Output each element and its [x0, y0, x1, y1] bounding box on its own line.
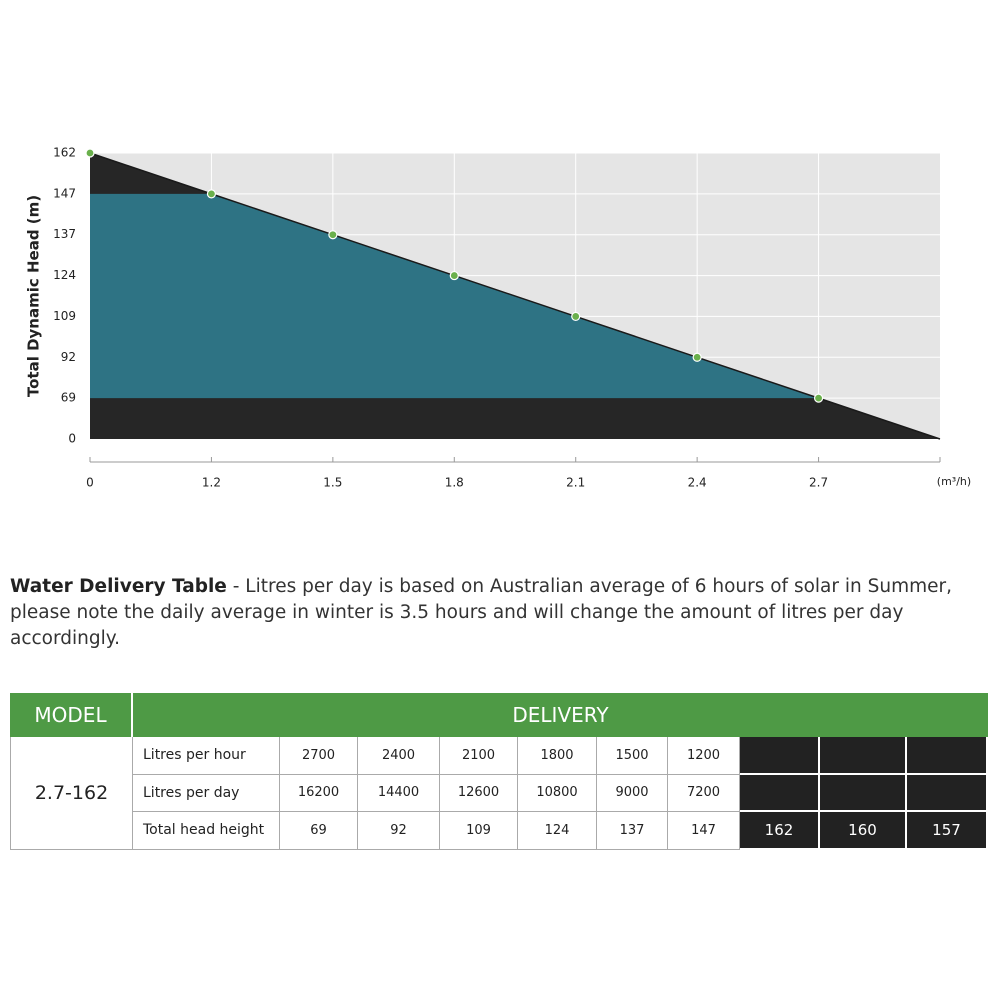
value-cell: 137 [597, 812, 668, 850]
value-cell: 1500 [597, 737, 668, 775]
y-tick-label: 162 [53, 146, 76, 160]
operating-area [90, 193, 819, 399]
value-cell: 1200 [668, 737, 740, 775]
value-cell: 124 [518, 812, 597, 850]
x-tick-label: 2.4 [688, 476, 707, 490]
y-axis-label: Total Dynamic Head (m) [25, 195, 43, 397]
y-tick-label: 109 [53, 309, 76, 323]
extra-height-cell: 160 [820, 812, 907, 850]
point [813, 393, 824, 403]
extra-height-cell: 157 [907, 812, 988, 850]
value-cell: 14400 [358, 774, 440, 812]
x-tick-label: 2.1 [566, 476, 585, 490]
y-tick-label: 137 [53, 227, 76, 241]
value-cell: 109 [440, 812, 518, 850]
x-tick-label: 1.8 [445, 476, 464, 490]
value-cell: 2100 [440, 737, 518, 775]
description-title: Water Delivery Table [10, 576, 227, 597]
y-tick-label: 92 [61, 350, 76, 364]
x-tick-label: 0 [86, 476, 94, 490]
point [328, 230, 338, 240]
x-tick-label: 1.2 [202, 476, 221, 490]
blank-cell [740, 737, 820, 775]
value-cell: 147 [668, 812, 740, 850]
point [85, 148, 95, 158]
description-text: - Litres per day is based on Australian … [10, 576, 952, 649]
line-extension [818, 397, 941, 440]
value-cell: 1800 [518, 737, 597, 775]
value-cell: 16200 [280, 774, 358, 812]
point [206, 189, 217, 199]
y-tick-label: 147 [53, 186, 76, 200]
extra-height-cell: 162 [740, 812, 820, 850]
blank-cell [907, 737, 988, 775]
value-cell: 10800 [518, 774, 597, 812]
description: Water Delivery Table - Litres per day is… [10, 574, 970, 652]
model-cell: 2.7-162 [10, 737, 133, 850]
model-header: MODEL [10, 693, 133, 737]
value-cell: 2400 [358, 737, 440, 775]
blank-cell [740, 774, 820, 812]
value-cell: 2700 [280, 737, 358, 775]
y-tick-label: 69 [61, 391, 76, 405]
value-cell: 9000 [597, 774, 668, 812]
chart: Total Dynamic Head (m) (m³/h) 0 69 92 109 12… [25, 146, 972, 490]
point [449, 270, 459, 281]
row-label: Litres per hour [133, 737, 280, 775]
point [692, 352, 702, 362]
row-label: Litres per day [133, 774, 280, 812]
delivery-header: DELIVERY [133, 693, 988, 737]
point [571, 311, 581, 322]
blank-cell [820, 774, 907, 812]
blank-cell [907, 774, 988, 812]
x-tick-label: 2.7 [809, 476, 828, 490]
value-cell: 92 [358, 812, 440, 850]
x-axis-label: (m³/h) [937, 475, 971, 488]
y-tick-label: 124 [53, 268, 76, 282]
row-label: Total head height [133, 812, 280, 850]
x-tick-label: 1.5 [323, 476, 342, 490]
value-cell: 7200 [668, 774, 740, 812]
y-tick-label: 0 [68, 432, 76, 446]
value-cell: 69 [280, 812, 358, 850]
blank-cell [820, 737, 907, 775]
value-cell: 12600 [440, 774, 518, 812]
